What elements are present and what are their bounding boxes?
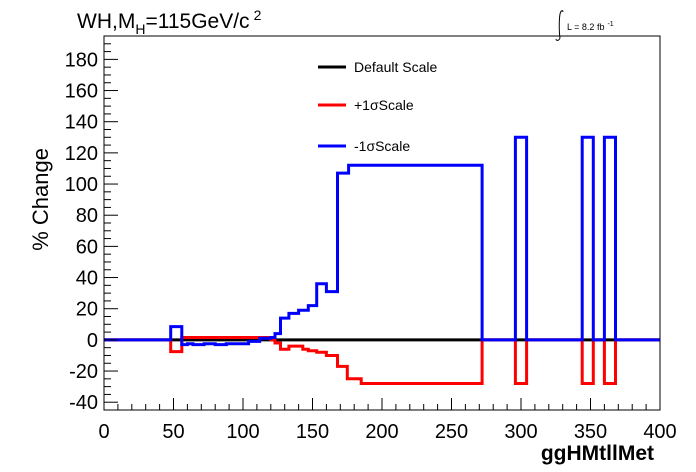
x-tick-label: 0	[98, 421, 109, 443]
chart-title-main: WH,M	[77, 10, 135, 33]
y-tick-label: 40	[76, 268, 98, 290]
chart-title: WH,MH=115GeV/c 2	[77, 7, 262, 37]
svg-text:L = 8.2 fb-1: L = 8.2 fb -1	[567, 21, 614, 32]
y-tick-label: 60	[76, 236, 98, 258]
x-tick-label: 300	[504, 421, 537, 443]
y-tick-label: 140	[65, 112, 98, 134]
chart-title-rest: =115GeV/c	[145, 10, 249, 33]
series-layer	[104, 135, 660, 385]
y-axis-title: % Change	[28, 148, 53, 251]
x-tick-label: 400	[643, 421, 676, 443]
x-tick-label: 150	[296, 421, 329, 443]
chart-title-sup: 2	[254, 7, 262, 23]
y-tick-label: -40	[69, 392, 98, 414]
chart-title-sub: H	[135, 21, 145, 37]
legend-label-2: -1σScale	[354, 138, 410, 154]
series-line-1	[104, 336, 660, 385]
y-tick-label: 0	[87, 330, 98, 352]
x-tick-label: 250	[435, 421, 468, 443]
y-tick-label: -20	[69, 361, 98, 383]
legend-label-1: +1σScale	[354, 97, 414, 113]
y-tick-label: 120	[65, 143, 98, 165]
x-tick-label: 100	[226, 421, 259, 443]
y-tick-label: 160	[65, 81, 98, 103]
y-tick-label: 180	[65, 49, 98, 71]
lumi-text: L = 8.2 fb	[567, 22, 604, 32]
x-tick-label: 50	[162, 421, 184, 443]
x-tick-label: 350	[574, 421, 607, 443]
y-tick-label: 80	[76, 205, 98, 227]
x-axis-title: ggHMtllMet	[541, 442, 654, 465]
legend: Default Scale +1σScale -1σScale	[318, 59, 437, 154]
lumi-label: L = 8.2 fb -1	[555, 10, 614, 41]
legend-label-0: Default Scale	[354, 59, 437, 75]
axis-layer: 0 50 100 150 200 250 300 350 400 -40 -20 0 20 40 60 80 1…	[65, 35, 677, 443]
y-tick-label: 20	[76, 299, 98, 321]
y-tick-label: 100	[65, 174, 98, 196]
lumi-sup: -1	[607, 21, 613, 28]
integral-sign	[555, 10, 564, 41]
series-line-2	[104, 135, 660, 347]
x-tick-label: 200	[365, 421, 398, 443]
